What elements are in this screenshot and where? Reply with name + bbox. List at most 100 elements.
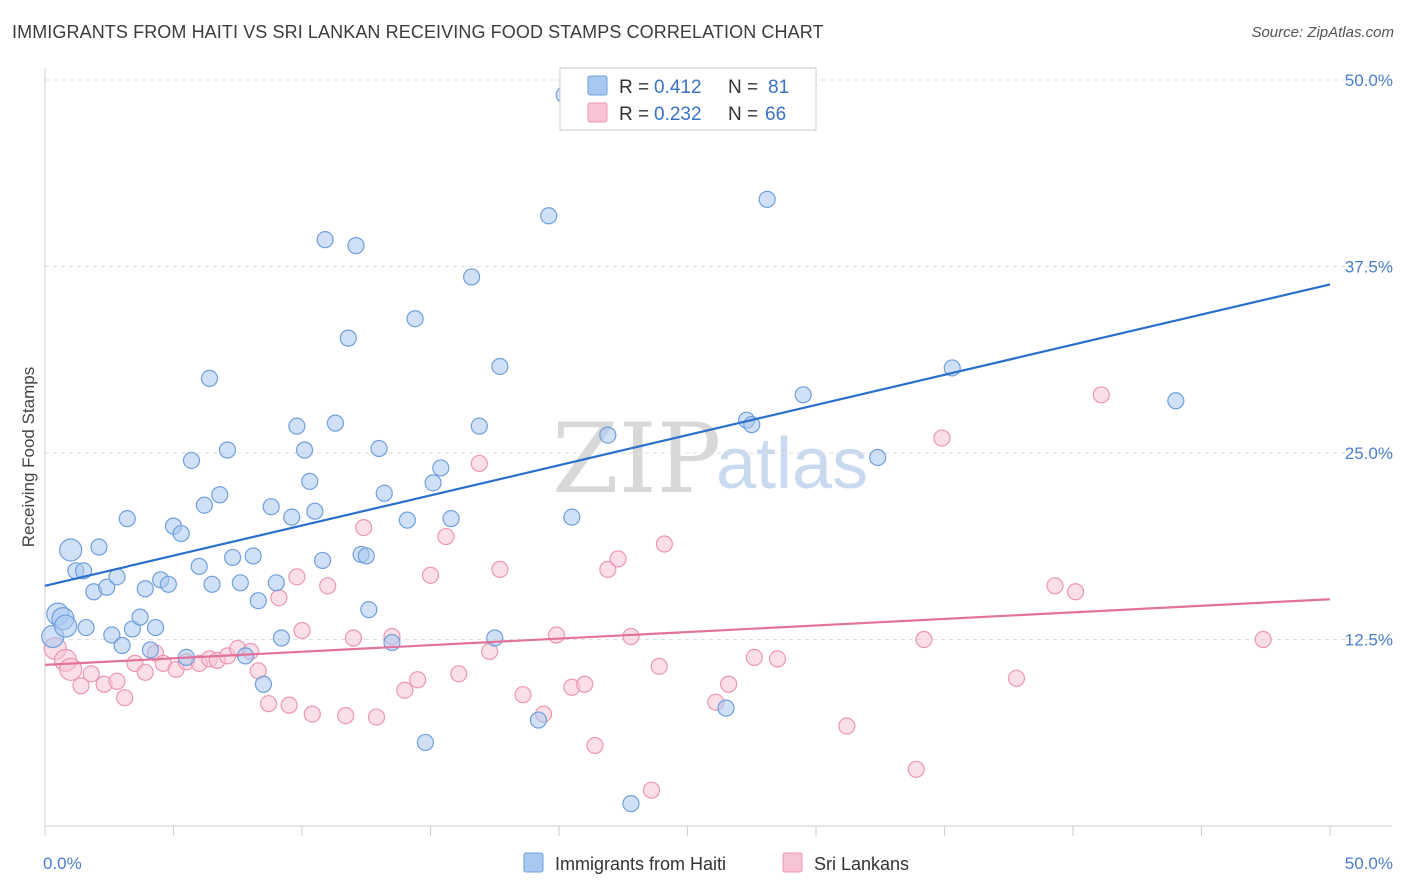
- watermark: ZIP atlas: [552, 403, 868, 515]
- point-haiti: [398, 511, 416, 529]
- point-srilanka: [409, 671, 427, 689]
- point-srilanka: [108, 672, 126, 690]
- point-srilanka: [344, 629, 362, 647]
- point-srilanka: [470, 454, 488, 473]
- bottom-legend-label-haiti: Immigrants from Haiti: [555, 854, 726, 874]
- point-haiti: [141, 641, 159, 659]
- point-haiti: [339, 329, 357, 347]
- point-srilanka: [437, 527, 455, 546]
- point-srilanka: [514, 686, 532, 704]
- point-haiti: [442, 510, 460, 528]
- legend-n-label-srilanka: N =: [728, 104, 758, 125]
- point-haiti: [267, 574, 285, 592]
- x-tick-labels: 0.0% 50.0%: [43, 854, 1393, 873]
- bottom-legend-swatch-haiti: [523, 852, 544, 873]
- point-srilanka: [355, 518, 373, 537]
- x-tick-label-start: 0.0%: [43, 854, 82, 873]
- point-haiti: [159, 575, 177, 593]
- point-srilanka: [293, 621, 311, 640]
- point-srilanka: [838, 717, 856, 735]
- trend-line-srilanka: [44, 598, 1331, 666]
- legend-n-value-srilanka: 66: [765, 104, 786, 125]
- legend-swatch-haiti: [587, 75, 608, 96]
- point-haiti: [244, 547, 262, 565]
- series-legend: Immigrants from Haiti Sri Lankans: [523, 852, 909, 874]
- point-haiti: [432, 459, 450, 477]
- point-haiti: [77, 618, 95, 637]
- point-haiti: [563, 508, 581, 526]
- point-haiti: [306, 502, 324, 520]
- point-haiti: [295, 441, 314, 459]
- point-haiti: [131, 608, 149, 626]
- point-srilanka: [586, 736, 604, 755]
- point-haiti: [416, 733, 434, 752]
- point-haiti: [203, 575, 221, 593]
- point-srilanka: [270, 589, 288, 607]
- point-haiti: [53, 614, 78, 638]
- watermark-atlas: atlas: [716, 424, 868, 504]
- point-haiti: [717, 699, 735, 717]
- point-haiti: [146, 618, 165, 637]
- trend-lines: [44, 283, 1331, 666]
- point-haiti: [98, 578, 116, 596]
- point-srilanka: [1046, 577, 1064, 595]
- legend-r-label-srilanka: R =: [619, 104, 649, 125]
- point-haiti: [622, 795, 640, 813]
- point-srilanka: [367, 708, 386, 726]
- point-srilanka: [136, 663, 154, 681]
- point-haiti: [195, 496, 213, 514]
- y-axis-label: Receiving Food Stamps: [19, 367, 38, 547]
- point-srilanka: [337, 706, 355, 725]
- point-haiti: [118, 510, 136, 528]
- watermark-zip: ZIP: [552, 403, 721, 515]
- point-srilanka: [303, 705, 321, 723]
- axes: [44, 68, 1392, 836]
- point-srilanka: [1092, 386, 1110, 404]
- data-points: [41, 86, 1272, 813]
- point-srilanka: [655, 535, 673, 553]
- point-haiti: [540, 207, 558, 225]
- legend-r-label-haiti: R =: [619, 77, 649, 98]
- point-haiti: [1167, 392, 1185, 410]
- legend-n-value-haiti: 81: [768, 77, 789, 98]
- point-haiti: [113, 636, 131, 655]
- point-haiti: [172, 524, 190, 543]
- point-srilanka: [720, 675, 738, 693]
- point-srilanka: [650, 657, 668, 675]
- point-haiti: [182, 451, 201, 470]
- correlation-legend: R = 0.412 N = 81 R = 0.232 N = 66: [559, 67, 817, 131]
- point-haiti: [254, 675, 273, 693]
- point-haiti: [136, 580, 154, 598]
- point-srilanka: [396, 681, 414, 699]
- point-srilanka: [116, 689, 134, 707]
- point-haiti: [326, 414, 345, 432]
- point-haiti: [59, 538, 83, 562]
- point-srilanka: [491, 560, 509, 578]
- point-haiti: [211, 486, 229, 504]
- point-haiti: [758, 190, 776, 208]
- point-srilanka: [319, 577, 337, 595]
- point-srilanka: [622, 627, 640, 646]
- point-haiti: [794, 386, 812, 404]
- y-tick-label: 12.5%: [1345, 631, 1393, 650]
- point-srilanka: [450, 665, 468, 683]
- point-srilanka: [1254, 630, 1272, 649]
- point-srilanka: [547, 626, 566, 644]
- point-haiti: [224, 548, 242, 567]
- point-srilanka: [1007, 669, 1026, 687]
- point-haiti: [123, 620, 141, 638]
- point-srilanka: [609, 550, 627, 568]
- legend-n-label-haiti: N =: [728, 77, 758, 98]
- point-srilanka: [288, 568, 306, 586]
- point-srilanka: [933, 429, 951, 447]
- point-srilanka: [82, 665, 100, 683]
- point-haiti: [249, 592, 267, 610]
- point-haiti: [491, 357, 509, 376]
- trend-line-haiti: [44, 283, 1331, 587]
- point-haiti: [357, 547, 375, 565]
- point-haiti: [599, 426, 617, 444]
- point-haiti: [463, 268, 481, 286]
- point-haiti: [288, 417, 306, 435]
- point-haiti: [262, 498, 280, 516]
